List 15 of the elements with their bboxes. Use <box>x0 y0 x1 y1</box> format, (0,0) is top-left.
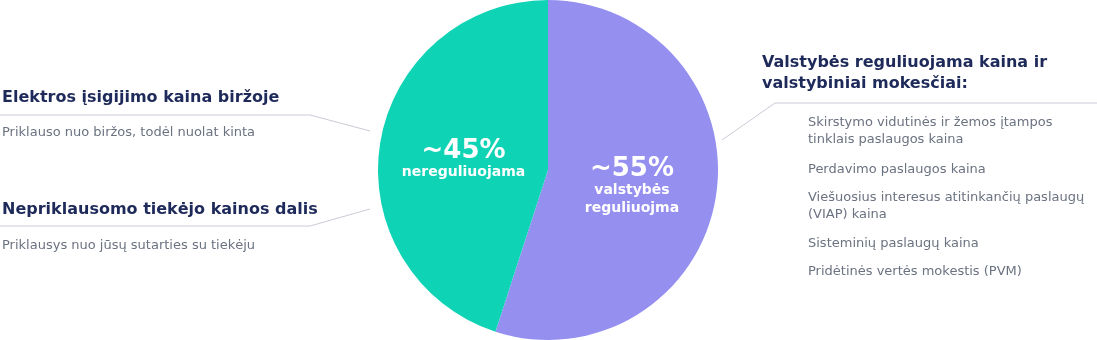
text: Sisteminių paslaugų kaina <box>808 235 979 250</box>
text: Perdavimo paslaugos kaina <box>808 161 986 176</box>
slice-label: nereguliuojama <box>401 163 526 180</box>
text: Priklausys nuo jūsų sutarties su tiekėju <box>2 237 256 252</box>
data-label: ~45% <box>421 134 506 165</box>
text: Nepriklausomo tiekėjo kainos dalis <box>2 199 318 218</box>
text: Valstybės reguliuojama kaina ir valstybiniai mokesčiai: <box>762 52 1048 92</box>
pie-slice <box>378 0 548 332</box>
text: Skirstymo vidutinės ir žemos įtampos tinklais paslaugos kaina <box>808 114 1053 146</box>
text: Elektros įsigijimo kaina biržoje <box>2 87 280 106</box>
text: Pridėtinės vertės mokestis (PVM) <box>808 263 1022 278</box>
text: Viešuosius interesus atitinkančių paslaugų (VIAP) kaina <box>808 189 1085 221</box>
data-label: ~55% <box>589 151 674 182</box>
slice-label: valstybės reguliuojma <box>584 180 680 215</box>
text: Priklauso nuo biržos, todėl nuolat kinta <box>2 124 256 139</box>
